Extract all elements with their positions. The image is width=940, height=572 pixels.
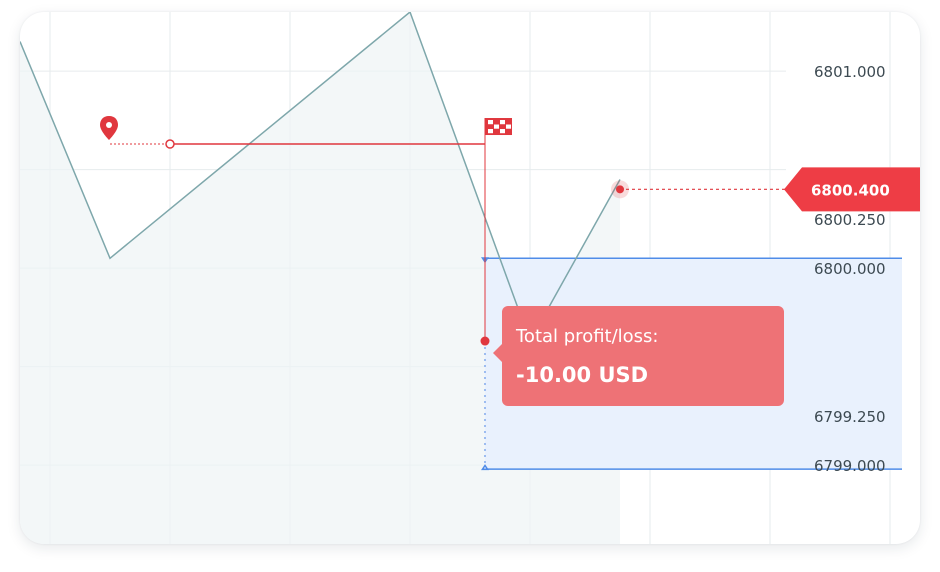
tooltip-value: -10.00 USD	[516, 363, 649, 387]
current-price-badge	[784, 167, 920, 212]
flag-check	[488, 129, 493, 134]
tooltip-label: Total profit/loss:	[516, 326, 659, 347]
flag-check	[494, 124, 499, 129]
map-pin-icon	[100, 116, 118, 141]
price-area	[20, 12, 620, 544]
pin-hole	[106, 122, 112, 129]
y-tick-label: 6799.250	[814, 408, 886, 426]
checkered-flag-icon	[485, 118, 512, 136]
y-tick-label: 6800.250	[814, 211, 886, 229]
flag-check	[506, 124, 511, 129]
entry-point	[165, 139, 175, 149]
exit-point	[480, 336, 490, 346]
profit-loss-tooltip: Total profit/loss: -10.00 USD	[493, 306, 784, 406]
price-chart: 6800.400 6801.000 6800.250 6800.000 6799.250…	[20, 12, 920, 544]
chart-card: 6800.400 6801.000 6800.250 6800.000 6799.250…	[20, 12, 920, 544]
flag-check	[500, 120, 505, 125]
y-tick-label: 6799.000	[814, 457, 886, 475]
current-price-label: 6800.400	[811, 181, 890, 199]
y-tick-label: 6800.000	[814, 260, 886, 278]
flag-check	[488, 120, 493, 125]
y-tick-label: 6801.000	[814, 63, 886, 81]
price-line	[20, 12, 621, 343]
flag-check	[500, 129, 505, 134]
